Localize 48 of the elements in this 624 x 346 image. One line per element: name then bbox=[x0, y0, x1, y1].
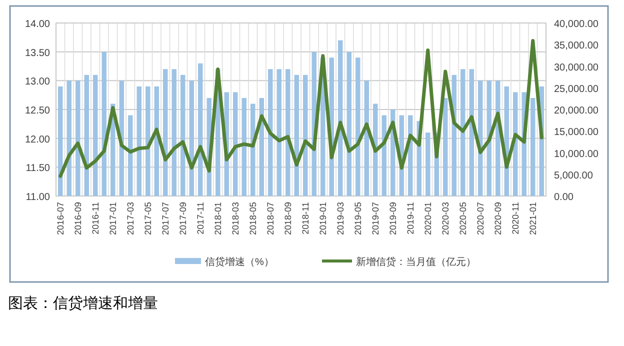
x-tick-label: 2020-01 bbox=[422, 202, 433, 236]
y2-tick-label: 15,000.00 bbox=[554, 127, 599, 138]
x-tick-label: 2018-05 bbox=[248, 202, 258, 236]
x-tick-label: 2021-01 bbox=[528, 202, 538, 236]
x-tick-label: 2020-05 bbox=[458, 202, 468, 236]
x-tick-label: 2020-07 bbox=[475, 202, 486, 236]
text: 图表：信贷增速和增量 bbox=[8, 294, 158, 312]
y-tick-label: 12.00 bbox=[24, 134, 50, 146]
y2-tick-label: 35,000.00 bbox=[554, 40, 599, 52]
x-tick-label: 2019-11 bbox=[405, 202, 416, 234]
x-tick-label: 2016-07 bbox=[55, 202, 66, 236]
x-tick-label: 2019-03 bbox=[335, 202, 346, 236]
line-series bbox=[58, 38, 544, 178]
x-tick-label: 2017-09 bbox=[178, 202, 188, 236]
legend-label: 新增信贷：当月值（亿元） bbox=[356, 256, 476, 268]
x-tick-label: 2016-11 bbox=[90, 202, 100, 234]
y-tick-label: 13.00 bbox=[24, 76, 50, 88]
x-tick-label: 2017-05 bbox=[142, 202, 153, 236]
y2-tick-label: 20,000.00 bbox=[554, 106, 599, 116]
x-tick-label: 2018-01 bbox=[212, 202, 223, 236]
x-tick-label: 2018-03 bbox=[230, 202, 240, 236]
x-tick-label: 2018-07 bbox=[265, 202, 276, 236]
x-tick-label: 2020-11 bbox=[510, 202, 520, 234]
y2-tick-label: 25,000.00 bbox=[554, 84, 599, 95]
legend-label: 信贷增速（%） bbox=[205, 256, 274, 268]
y2-tick-label: 5,000.00 bbox=[554, 170, 594, 182]
x-tick-label: 2017-01 bbox=[108, 202, 118, 236]
y-tick-label: 12.50 bbox=[24, 106, 50, 116]
y2-tick-label: 40,000.00 bbox=[554, 19, 599, 30]
x-tick-label: 2019-01 bbox=[318, 202, 328, 236]
y-tick-label: 11.50 bbox=[26, 163, 50, 174]
x-tick-label: 2017-11 bbox=[195, 202, 206, 234]
x-tick-label: 2017-07 bbox=[160, 202, 170, 236]
x-tick-label: 2016-09 bbox=[72, 202, 83, 236]
x-tick-label: 2018-09 bbox=[282, 202, 293, 236]
y2-tick-label: 10,000.00 bbox=[554, 148, 599, 160]
y-tick-label: 14.00 bbox=[24, 19, 50, 30]
y2-tick-label: 30,000.00 bbox=[554, 62, 599, 74]
x-tick-label: 2019-09 bbox=[388, 202, 398, 236]
x-tick-label: 2020-03 bbox=[440, 202, 450, 236]
y2-tick-label: 0.00 bbox=[554, 192, 574, 203]
x-tick-label: 2017-03 bbox=[125, 202, 136, 236]
x-tick-label: 2019-07 bbox=[370, 202, 380, 236]
y-tick-label: 13.50 bbox=[24, 48, 50, 59]
x-tick-label: 2018-11 bbox=[300, 202, 310, 234]
x-tick-label: 2019-05 bbox=[352, 202, 363, 236]
y-tick-label: 11.00 bbox=[26, 192, 50, 203]
x-tick-label: 2020-09 bbox=[492, 202, 503, 236]
